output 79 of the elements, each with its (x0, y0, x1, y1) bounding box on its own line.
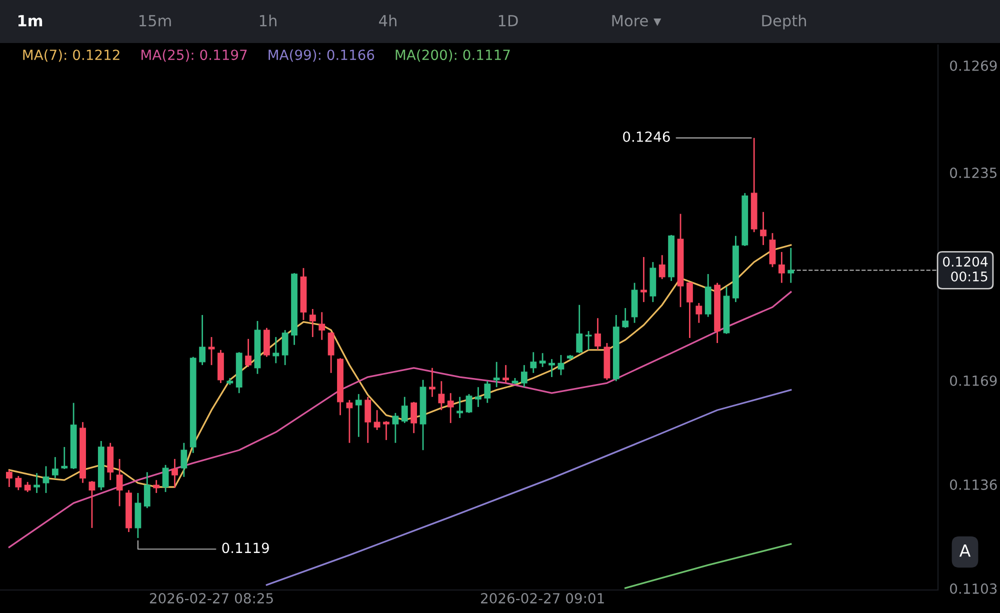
candlestick (180, 442, 188, 478)
ref-line-label: 0.1204 00:15 (943, 256, 988, 282)
candlestick (760, 211, 766, 246)
candlestick (144, 471, 150, 509)
candlestick (318, 311, 326, 341)
text: MA(25): 0.1197 (142, 49, 247, 62)
candlestick (374, 409, 380, 431)
text: MA(7): 0.1212 (23, 49, 120, 62)
candlestick (520, 364, 528, 388)
candlestick (153, 479, 160, 494)
candlestick (493, 361, 500, 388)
text: MA(200): 0.1117 (396, 49, 510, 62)
line-series (8, 244, 792, 488)
candlestick (162, 464, 169, 493)
y-tick-label: 0.1235 (950, 168, 996, 178)
candlestick (447, 392, 454, 424)
text: A (959, 544, 971, 557)
candlestick (576, 304, 583, 354)
candlestick (392, 412, 399, 444)
candlestick (548, 358, 555, 378)
candlestick (172, 458, 178, 489)
x-tick-label: 2026-02-27 09:01 (481, 593, 604, 604)
candlestick (778, 251, 785, 284)
candlestick (484, 380, 491, 404)
candlestick (328, 331, 334, 374)
candlestick (502, 364, 509, 384)
y-tick-label: 0.1103 (950, 583, 997, 594)
candlestick (346, 399, 353, 444)
candlestick (355, 393, 362, 438)
y-tick-label: 0.1136 (950, 479, 997, 490)
candlestick (199, 314, 206, 366)
y-tick-label: 0.1269 (950, 60, 997, 71)
annotation: 0.1246 (623, 131, 670, 142)
text: 15m (140, 15, 171, 26)
y-tick-label: 0.1169 (950, 375, 997, 386)
text: 1D (498, 15, 518, 26)
annotation: 0.1119 (222, 542, 269, 554)
candlestick (383, 420, 390, 441)
candlestick (456, 396, 464, 419)
candlestick (282, 329, 288, 366)
candlestick (769, 232, 776, 268)
candlestick (530, 351, 537, 374)
candlestick (429, 367, 436, 398)
candlestick (474, 386, 482, 408)
candlestick (364, 396, 372, 444)
candlestick (116, 458, 123, 507)
candlestick (15, 475, 22, 491)
candlestick (309, 308, 316, 338)
candlestick (6, 469, 12, 488)
candlestick (696, 302, 702, 324)
text: Depth (762, 14, 806, 30)
candlestick (410, 401, 418, 434)
text: MA(99): 0.1166 (268, 49, 374, 62)
candlestick (61, 446, 68, 470)
text: 1m (18, 15, 42, 26)
candlestick (466, 393, 472, 414)
candlestick (401, 396, 408, 424)
candlestick (640, 256, 647, 303)
candlestick (788, 247, 794, 284)
text: More ▾ (612, 15, 662, 26)
candlestick (24, 481, 31, 493)
candlestick (272, 336, 280, 364)
candlestick (622, 307, 629, 329)
candlestick (52, 456, 58, 479)
text: 4h (379, 14, 396, 26)
candlestick (42, 466, 50, 494)
candlestick (585, 330, 592, 351)
candlestick (594, 317, 601, 351)
candlestick (245, 338, 252, 368)
candlestick (438, 380, 445, 411)
candlestick (686, 281, 693, 339)
x-tick-label: 2026-02-27 08:25 (150, 593, 273, 604)
candlestick (34, 472, 40, 494)
candlestick (658, 254, 666, 280)
candlestick (539, 352, 546, 368)
candlestick (88, 480, 96, 529)
candlestick (558, 354, 564, 376)
candlestick (208, 336, 215, 366)
text: 1h (260, 14, 276, 26)
